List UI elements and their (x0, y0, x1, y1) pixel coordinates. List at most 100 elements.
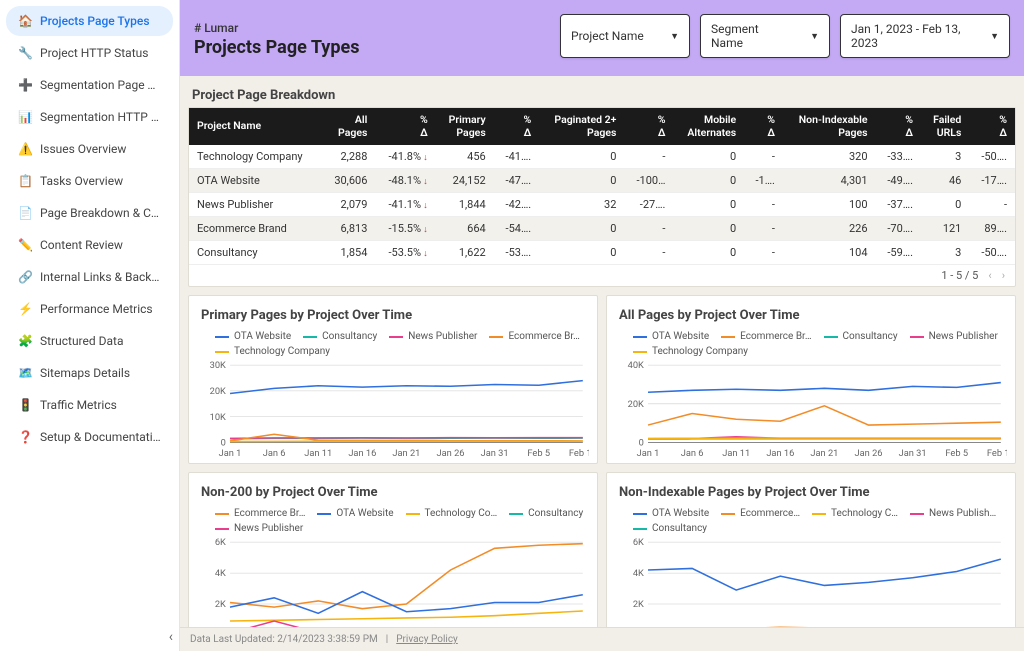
pager-next-icon[interactable]: › (1002, 269, 1005, 282)
sidebar-icon: 📊 (18, 110, 32, 124)
segment-dropdown[interactable]: Segment Name ▼ (700, 14, 830, 58)
collapse-sidebar-icon[interactable]: ‹ (169, 629, 173, 645)
legend-item[interactable]: Technology Company (633, 346, 748, 357)
table-row[interactable]: Ecommerce Brand6,813-15.5%664-54….0-0-22… (189, 217, 1015, 241)
sidebar-item-segmentation-page-types[interactable]: ➕Segmentation Page Types (6, 70, 173, 100)
sidebar-item-issues-overview[interactable]: ⚠️Issues Overview (6, 134, 173, 164)
svg-text:Jan 1: Jan 1 (637, 448, 660, 459)
column-header[interactable]: %Δ (375, 108, 435, 145)
legend-item[interactable]: News Publisher (910, 331, 998, 342)
table-row[interactable]: News Publisher2,079-41.1%1,844-42….32-27… (189, 193, 1015, 217)
legend-label: Ecommerce Br… (508, 331, 579, 342)
cell: 0 (539, 241, 624, 265)
legend-item[interactable]: OTA Website (317, 508, 393, 519)
sidebar-item-page-breakdown-canon[interactable]: 📄Page Breakdown & Canon… (6, 198, 173, 228)
sidebar-item-traffic-metrics[interactable]: 🚦Traffic Metrics (6, 390, 173, 420)
sidebar-item-label: Page Breakdown & Canon… (40, 206, 161, 220)
cell: 0 (673, 169, 744, 193)
column-header[interactable]: PrimaryPages (436, 108, 494, 145)
chevron-down-icon: ▼ (810, 31, 819, 42)
sidebar-item-sitemaps-details[interactable]: 🗺️Sitemaps Details (6, 358, 173, 388)
cell: 0 (673, 145, 744, 169)
chart-legend: OTA Website Consultancy News Publisher Ecom… (197, 327, 589, 361)
column-header[interactable]: FailedURLs (921, 108, 969, 145)
chart-primary: Primary Pages by Project Over TimeOTA We… (188, 295, 598, 464)
sidebar-icon: 🏠 (18, 14, 32, 28)
sidebar-icon: ✏️ (18, 238, 32, 252)
column-header[interactable]: %Δ (876, 108, 922, 145)
sidebar-item-tasks-overview[interactable]: 📋 Tasks Overview (6, 166, 173, 196)
column-header[interactable]: %Δ (969, 108, 1015, 145)
legend-label: News Publish… (929, 508, 996, 519)
sidebar-item-segmentation-http-status[interactable]: 📊Segmentation HTTP Status (6, 102, 173, 132)
legend-item[interactable]: OTA Website (215, 331, 291, 342)
svg-text:Jan 31: Jan 31 (899, 448, 927, 459)
svg-text:20K: 20K (628, 399, 644, 410)
legend-item[interactable]: OTA Website (633, 508, 709, 519)
cell: -49…. (876, 169, 922, 193)
cell: 2,079 (322, 193, 376, 217)
column-header[interactable]: %Δ (744, 108, 783, 145)
column-header[interactable]: AllPages (322, 108, 376, 145)
legend-label: Ecommerce Br… (234, 508, 305, 519)
sidebar-item-setup-documentation[interactable]: ❓Setup & Documentation (6, 422, 173, 452)
legend-item[interactable]: Technology C… (812, 508, 898, 519)
legend-item[interactable]: News Publisher (389, 331, 477, 342)
legend-item[interactable]: Consultancy (824, 331, 898, 342)
legend-item[interactable]: Consultancy (509, 508, 583, 519)
legend-item[interactable]: Technology Co… (406, 508, 498, 519)
legend-label: Consultancy (652, 523, 707, 534)
cell: - (744, 193, 783, 217)
legend-item[interactable]: Ecommerce Br… (215, 508, 305, 519)
cell: Ecommerce Brand (189, 217, 322, 241)
legend-label: News Publisher (408, 331, 477, 342)
column-header[interactable]: Project Name (189, 108, 322, 145)
cell: Consultancy (189, 241, 322, 265)
column-header[interactable]: MobileAlternates (673, 108, 744, 145)
legend-item[interactable]: Ecommerce… (721, 508, 800, 519)
cell: 4,301 (783, 169, 876, 193)
svg-text:Jan 16: Jan 16 (766, 448, 794, 459)
project-dropdown[interactable]: Project Name ▼ (560, 14, 690, 58)
svg-text:40K: 40K (628, 361, 644, 371)
legend-item[interactable]: Consultancy (633, 523, 707, 534)
legend-label: Technology Company (234, 346, 330, 357)
legend-item[interactable]: Ecommerce Br… (721, 331, 811, 342)
legend-item[interactable]: News Publisher (215, 523, 303, 534)
cell: 664 (436, 217, 494, 241)
column-header[interactable]: Non-IndexablePages (783, 108, 876, 145)
pager-prev-icon[interactable]: ‹ (988, 269, 991, 282)
sidebar-item-projects-page-types[interactable]: 🏠Projects Page Types (6, 6, 173, 36)
cell: -1…. (744, 169, 783, 193)
column-header[interactable]: %Δ (624, 108, 673, 145)
sidebar-item-performance-metrics[interactable]: ⚡Performance Metrics (6, 294, 173, 324)
cell: 320 (783, 145, 876, 169)
legend-item[interactable]: OTA Website (633, 331, 709, 342)
table-row[interactable]: Technology Company2,288-41.8%456-41….0-0… (189, 145, 1015, 169)
svg-text:Jan 11: Jan 11 (722, 448, 750, 459)
brand-label: # Lumar (194, 21, 359, 35)
sidebar-item-label: Project HTTP Status (40, 46, 148, 60)
legend-item[interactable]: Consultancy (303, 331, 377, 342)
sidebar-item-label: Internal Links & Backlinks (40, 270, 161, 284)
legend-item[interactable]: Ecommerce Br… (489, 331, 579, 342)
legend-item[interactable]: News Publish… (910, 508, 996, 519)
cell: - (744, 217, 783, 241)
sidebar-item-content-review[interactable]: ✏️Content Review (6, 230, 173, 260)
legend-item[interactable]: Technology Company (215, 346, 330, 357)
sidebar-item-label: Issues Overview (40, 142, 126, 156)
privacy-link[interactable]: Privacy Policy (396, 634, 458, 645)
legend-label: OTA Website (652, 331, 709, 342)
sidebar-item-structured-data[interactable]: 🧩Structured Data (6, 326, 173, 356)
column-header[interactable]: Paginated 2+Pages (539, 108, 624, 145)
chart-nonindex: Non-Indexable Pages by Project Over Time… (606, 472, 1016, 627)
table-row[interactable]: OTA Website30,606-48.1%24,152-47….0-100…… (189, 169, 1015, 193)
sidebar-icon: 📋 (18, 174, 32, 188)
sidebar-item-label: Tasks Overview (40, 174, 123, 188)
table-row[interactable]: Consultancy1,854-53.5%1,622-53….0-0-104-… (189, 241, 1015, 265)
content: Project Page Breakdown Project NameAllPa… (180, 76, 1024, 627)
date-dropdown[interactable]: Jan 1, 2023 - Feb 13, 2023 ▼ (840, 14, 1010, 58)
sidebar-item-internal-links-backlinks[interactable]: 🔗Internal Links & Backlinks (6, 262, 173, 292)
sidebar-item-project-http-status[interactable]: 🔧Project HTTP Status (6, 38, 173, 68)
column-header[interactable]: %Δ (494, 108, 540, 145)
